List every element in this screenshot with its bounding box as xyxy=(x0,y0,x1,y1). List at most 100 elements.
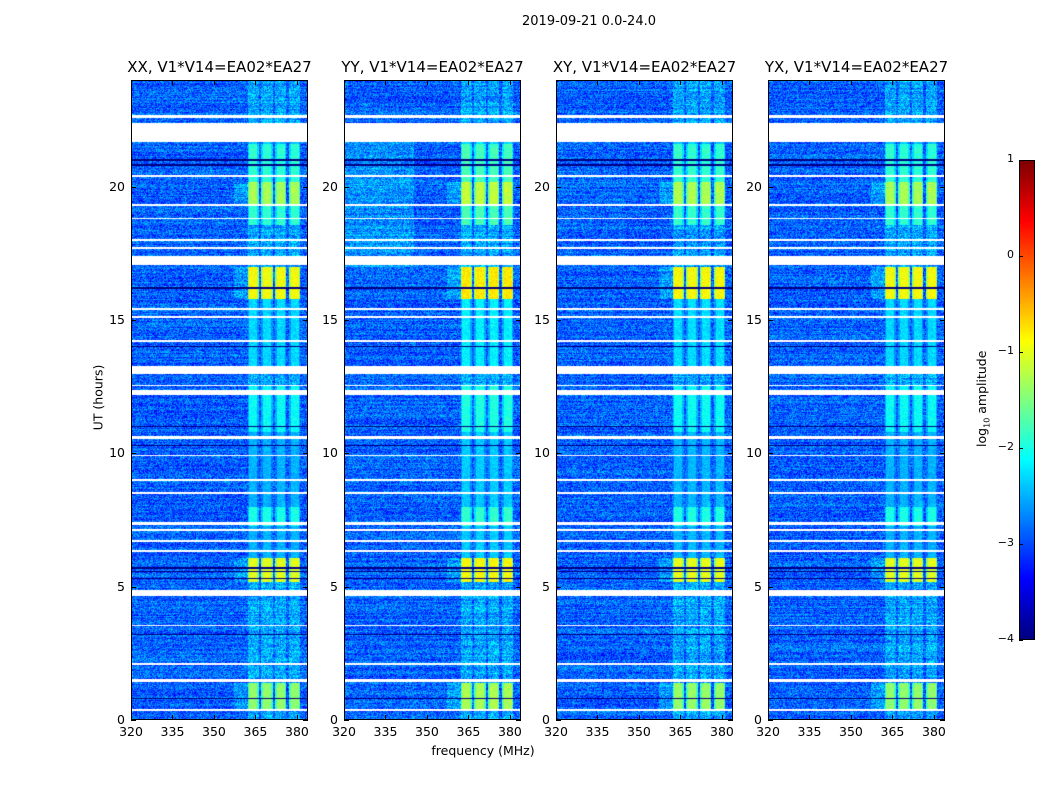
figure-title: 2019-09-21 0.0-24.0 xyxy=(522,14,656,29)
y-tick-mark-right xyxy=(516,320,521,321)
y-tick-mark-right xyxy=(516,186,521,188)
x-tick-label: 365 xyxy=(243,724,268,739)
x-axis-label: frequency (MHz) xyxy=(431,743,535,758)
y-tick-mark xyxy=(768,586,773,588)
x-tick-mark xyxy=(768,715,769,720)
x-tick-label: 320 xyxy=(756,724,780,739)
x-tick-mark xyxy=(721,715,723,720)
x-tick-label: 350 xyxy=(202,724,226,739)
x-tick-mark xyxy=(131,715,132,720)
spectrogram-image xyxy=(345,81,520,719)
y-tick-label: 0 xyxy=(117,712,125,727)
colorbar-tick-label: 0 xyxy=(1007,248,1014,261)
y-tick-mark xyxy=(344,186,349,188)
colorbar-tick-mark xyxy=(1019,448,1023,449)
x-tick-mark-top xyxy=(850,80,852,85)
x-tick-mark-top xyxy=(809,80,811,85)
y-tick-mark-right xyxy=(940,720,945,721)
x-tick-mark xyxy=(809,715,811,720)
x-tick-mark-top xyxy=(638,80,640,85)
colorbar-tick-mark xyxy=(1019,160,1023,161)
spectrogram-panel xyxy=(768,80,945,720)
y-tick-mark xyxy=(344,453,349,455)
y-tick-mark-right xyxy=(303,320,308,321)
colorbar-tick-label: 1 xyxy=(1007,152,1014,165)
y-tick-label: 0 xyxy=(754,712,762,727)
y-tick-mark xyxy=(768,453,773,455)
x-tick-label: 380 xyxy=(922,724,946,739)
x-tick-mark xyxy=(296,715,298,720)
spectrogram-panel xyxy=(344,80,521,720)
panel-title: YY, V1*V14=EA02*EA27 xyxy=(341,58,524,76)
colorbar-tick-label: −4 xyxy=(997,632,1014,645)
y-tick-label: 5 xyxy=(542,578,550,594)
x-tick-mark-top xyxy=(721,80,723,85)
x-tick-mark xyxy=(680,715,682,720)
x-tick-label: 350 xyxy=(627,724,651,739)
x-tick-mark xyxy=(638,715,640,720)
y-tick-mark xyxy=(768,320,773,321)
y-tick-label: 5 xyxy=(117,578,125,594)
x-tick-mark xyxy=(172,715,174,720)
x-tick-mark xyxy=(556,715,557,720)
panel-title: YX, V1*V14=EA02*EA27 xyxy=(764,58,949,76)
x-tick-label: 320 xyxy=(119,724,143,739)
y-tick-label: 15 xyxy=(322,312,338,327)
x-tick-mark-top xyxy=(556,80,557,85)
y-tick-label: 5 xyxy=(754,578,762,594)
y-tick-mark-right xyxy=(728,186,733,188)
x-tick-mark xyxy=(344,715,345,720)
colorbar xyxy=(1019,160,1035,640)
x-tick-mark xyxy=(509,715,511,720)
x-tick-label: 350 xyxy=(839,724,863,739)
x-tick-mark xyxy=(255,715,257,720)
y-tick-mark xyxy=(344,320,349,321)
spectrogram-image xyxy=(769,81,944,719)
x-tick-mark xyxy=(426,715,428,720)
x-tick-label: 335 xyxy=(373,724,398,739)
y-tick-label: 20 xyxy=(534,178,550,194)
y-tick-label: 20 xyxy=(746,178,762,194)
y-tick-mark xyxy=(556,320,561,321)
y-tick-label: 5 xyxy=(330,578,338,594)
y-tick-mark-right xyxy=(940,453,945,455)
x-tick-mark xyxy=(892,715,894,720)
panel-title: XX, V1*V14=EA02*EA27 xyxy=(127,58,312,76)
x-tick-mark-top xyxy=(344,80,345,85)
x-tick-mark xyxy=(468,715,470,720)
spectrogram-image xyxy=(557,81,732,719)
colorbar-tick-label: −2 xyxy=(997,440,1014,453)
y-tick-mark xyxy=(768,186,773,188)
y-tick-mark-right xyxy=(516,720,521,721)
y-tick-mark-right xyxy=(940,320,945,321)
x-tick-mark xyxy=(213,715,215,720)
y-tick-mark-right xyxy=(728,720,733,721)
x-tick-label: 350 xyxy=(415,724,439,739)
x-tick-mark-top xyxy=(680,80,682,85)
x-tick-mark-top xyxy=(172,80,174,85)
x-tick-mark-top xyxy=(131,80,132,85)
y-tick-mark xyxy=(131,453,136,455)
x-tick-mark-top xyxy=(933,80,935,85)
y-tick-mark xyxy=(768,720,773,721)
y-tick-mark xyxy=(556,720,561,721)
y-tick-label: 15 xyxy=(746,312,762,327)
x-tick-mark-top xyxy=(892,80,894,85)
x-tick-label: 320 xyxy=(332,724,356,739)
y-tick-mark-right xyxy=(516,453,521,455)
x-tick-label: 380 xyxy=(498,724,522,739)
colorbar-tick-label: −1 xyxy=(997,344,1014,357)
y-tick-label: 10 xyxy=(109,445,125,461)
panel-title: XY, V1*V14=EA02*EA27 xyxy=(552,58,737,76)
x-tick-mark-top xyxy=(768,80,769,85)
y-tick-label: 15 xyxy=(109,312,125,327)
spectrogram-panel xyxy=(131,80,308,720)
x-tick-mark-top xyxy=(426,80,428,85)
y-tick-mark xyxy=(131,320,136,321)
x-tick-label: 365 xyxy=(668,724,693,739)
x-tick-mark xyxy=(597,715,599,720)
colorbar-tick-mark xyxy=(1019,256,1023,257)
x-tick-label: 380 xyxy=(710,724,734,739)
y-tick-label: 10 xyxy=(322,445,338,461)
